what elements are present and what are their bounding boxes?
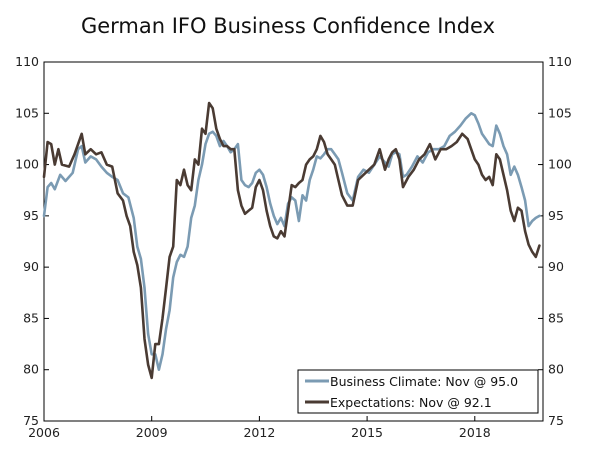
y-tick-label-right: 90 bbox=[548, 259, 564, 274]
y-tick-label-right: 85 bbox=[548, 310, 564, 325]
y-tick-label-left: 75 bbox=[23, 413, 39, 428]
y-tick-label-left: 105 bbox=[15, 105, 39, 120]
y-tick-label-right: 95 bbox=[548, 208, 564, 223]
x-tick-label: 2009 bbox=[136, 425, 168, 440]
y-tick-label-right: 75 bbox=[548, 413, 564, 428]
x-tick-label: 2018 bbox=[459, 425, 491, 440]
legend-box bbox=[297, 369, 539, 414]
y-tick-label-left: 85 bbox=[23, 310, 39, 325]
y-tick-label-right: 110 bbox=[548, 54, 572, 69]
series-line-expectations bbox=[42, 101, 541, 380]
y-tick-label-right: 80 bbox=[548, 362, 564, 377]
series-line-business-climate bbox=[42, 112, 541, 371]
plot-area-frame bbox=[43, 61, 544, 422]
y-tick-label-left: 100 bbox=[15, 157, 39, 172]
y-tick-label-right: 105 bbox=[548, 105, 572, 120]
y-tick-label-right: 100 bbox=[548, 157, 572, 172]
legend-label-business-climate: Business Climate: Nov @ 95.0 bbox=[330, 374, 518, 389]
legend-label-expectations: Expectations: Nov @ 92.1 bbox=[330, 395, 492, 410]
x-tick-label: 2015 bbox=[351, 425, 383, 440]
y-tick-label-left: 90 bbox=[23, 259, 39, 274]
chart-title: German IFO Business Confidence Index bbox=[81, 14, 495, 38]
y-tick-label-left: 80 bbox=[23, 362, 39, 377]
y-tick-label-left: 110 bbox=[15, 54, 39, 69]
series-layer bbox=[42, 101, 541, 380]
x-tick-label: 2006 bbox=[28, 425, 60, 440]
y-tick-label-left: 95 bbox=[23, 208, 39, 223]
legend: Business Climate: Nov @ 95.0 Expectation… bbox=[297, 369, 539, 414]
x-tick-label: 2012 bbox=[243, 425, 275, 440]
